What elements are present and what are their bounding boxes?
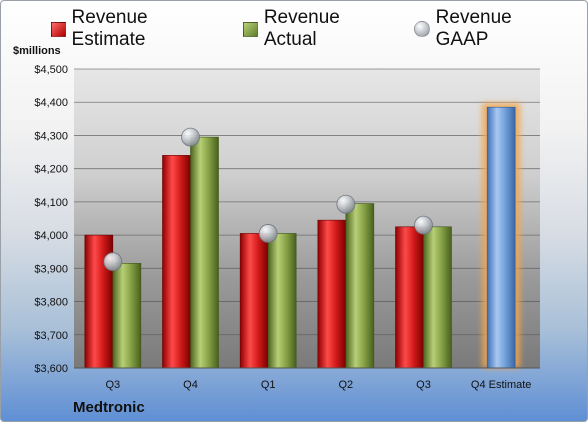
x-tick-label: Q3 (416, 379, 431, 391)
marker-revenue-gaap (336, 194, 356, 214)
legend-swatch-estimate (51, 21, 66, 37)
bar-revenue-estimate (395, 226, 424, 369)
chart-legend: Revenue Estimate Revenue Actual Revenue … (51, 7, 587, 50)
y-tick-label: $3,900 (34, 263, 68, 275)
legend-swatch-actual (243, 21, 258, 37)
y-tick-label: $3,700 (34, 330, 68, 342)
bar-revenue-estimate (162, 155, 191, 369)
bar-revenue-actual (345, 203, 375, 369)
bars (84, 103, 521, 369)
legend-item-estimate: Revenue Estimate (51, 7, 221, 51)
marker-revenue-gaap (258, 224, 278, 243)
y-tick-label: $4,000 (34, 230, 68, 242)
x-axis-ticks: Q3 Q4 Q1 Q2 Q3 Q4 Estimate (105, 379, 531, 391)
company-name: Medtronic (73, 399, 145, 416)
y-tick-label: $3,600 (34, 363, 68, 375)
legend-swatch-gaap (414, 21, 430, 37)
bar-revenue-actual (190, 136, 219, 369)
marker-revenue-gaap (414, 215, 433, 235)
y-tick-label: $4,100 (34, 197, 68, 209)
bar-revenue-estimate (239, 233, 269, 369)
bar-revenue-estimate (317, 219, 347, 369)
x-tick-label: Q3 (105, 379, 120, 391)
plot-area-background (74, 69, 540, 368)
y-tick-label: $4,500 (34, 64, 68, 76)
legend-item-actual: Revenue Actual (243, 7, 392, 51)
bar-revenue-actual (267, 233, 297, 369)
legend-item-gaap: Revenue GAAP (414, 7, 565, 51)
x-tick-label: Q4 (183, 379, 198, 391)
x-tick-label: Q2 (338, 379, 353, 391)
y-axis-ticks: $3,600 $3,700 $3,800 $3,900 $4,000 $4,100 $4,2… (34, 64, 68, 375)
y-axis-unit-label: $millions (13, 45, 61, 57)
marker-revenue-gaap (103, 252, 123, 272)
x-tick-label: Q4 Estimate (471, 379, 532, 391)
y-tick-label: $3,800 (34, 297, 68, 309)
marker-revenue-gaap (181, 127, 200, 147)
x-tick-label: Q1 (261, 379, 276, 391)
bar-revenue-actual (112, 263, 142, 369)
gaap-markers (103, 127, 433, 272)
legend-label-actual: Revenue Actual (263, 7, 340, 50)
y-tick-label: $4,400 (34, 97, 68, 109)
bar-revenue-actual (423, 226, 452, 369)
y-tick-label: $4,300 (34, 130, 68, 142)
bar-q4-estimate (486, 106, 516, 369)
legend-label-gaap: Revenue GAAP (435, 7, 512, 50)
y-tick-label: $4,200 (34, 164, 68, 176)
legend-label-estimate: Revenue Estimate (71, 7, 148, 50)
